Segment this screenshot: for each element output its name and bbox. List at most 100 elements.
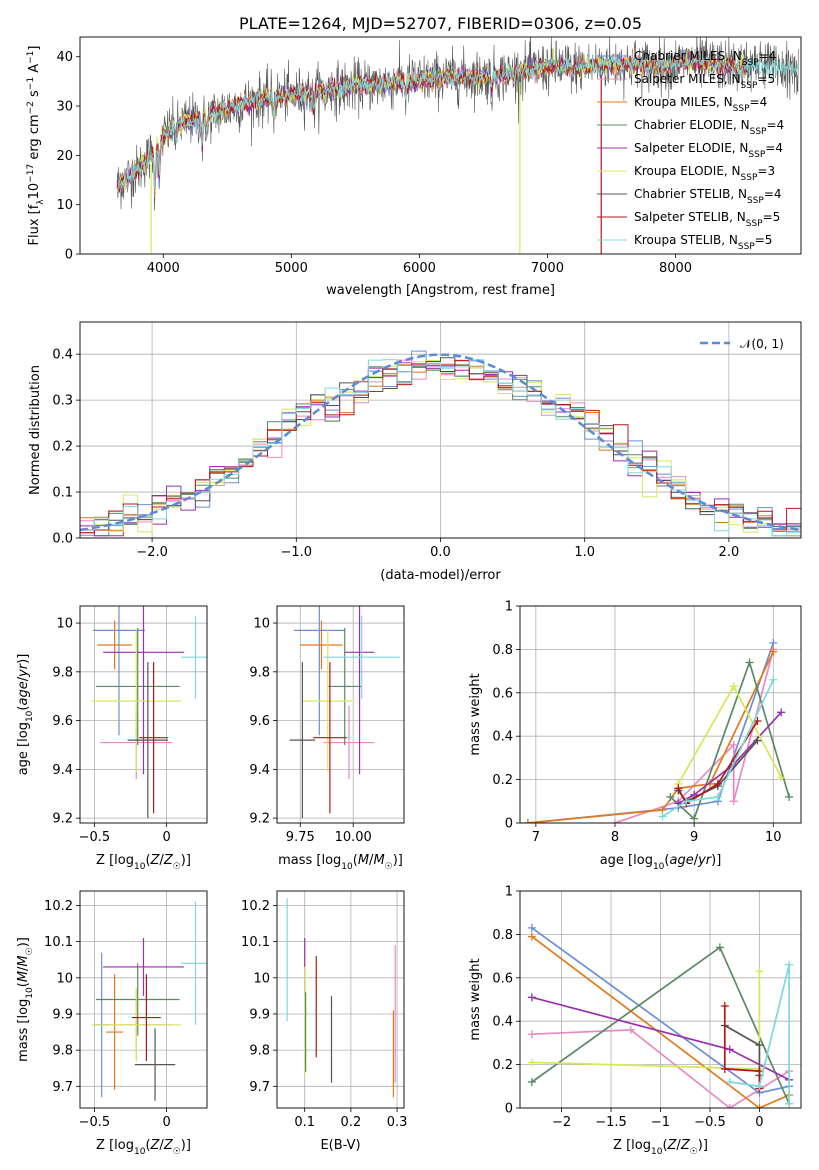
text-part: SSP [748,150,765,160]
point-marker [725,1104,734,1108]
axes-frame [519,890,802,1109]
y-tick-label: 30 [56,100,73,115]
text-part: ] [27,46,42,51]
text-part: ( [145,853,150,868]
series-line [527,642,775,823]
text-part: age [log [600,853,653,868]
point-marker [725,1077,734,1086]
text-part: s [27,90,42,101]
series-line [662,679,775,818]
spectrum-panel: 4000 5000 6000 7000 8000 0 10 20 30 40 PLATE=1264,… [26,14,802,298]
text-part: ( [664,853,669,868]
text-part: Salpeter STELIB, N [634,210,746,224]
text-part: Kroupa ELODIE, N [634,164,741,178]
text-part: ( [16,982,31,987]
x-tick-label: 8 [611,830,619,845]
y-tick-label: 0.4 [492,730,513,745]
text-part: 10 [651,1147,663,1157]
text-part: / [16,966,31,971]
y-tick-label: 1 [505,885,513,900]
weights_vs_Z-panel: −2 −1.5 −1 −0.5 000.20.40.60.81Z [log10(Z/Z☉… [468,885,802,1157]
text-part: ( [353,853,358,868]
series-line [117,52,799,193]
text-part: A [27,64,42,77]
y-tick-label: 10 [253,617,270,632]
point-marker [755,967,764,976]
text-part: Z [680,1138,691,1153]
y-tick-label: 9.8 [52,665,73,680]
text-part: =4 [766,118,784,132]
text-part: 10 [25,987,35,999]
text-part: SSP [741,81,758,91]
x-tick-label: 10.00 [335,830,372,845]
x-axis-label: mass [log10(M/M☉)] [278,853,403,872]
point-marker [610,819,619,823]
series-line [669,659,790,821]
x-tick-label: 4000 [147,261,180,276]
y-tick-label: 0.2 [492,773,513,788]
text-part: Chabrier MILES, N [634,49,742,63]
y-axis-label: age [log10(age/yr)] [16,654,35,776]
axes-frame [519,605,802,824]
x-tick-label: 7000 [531,261,564,276]
x-tick-label: 9.75 [286,830,315,845]
y-axis-label: mass weight [468,958,483,1040]
series-line [723,1006,761,1089]
text-part: E(B-V) [320,1138,360,1153]
y-tick-label: 9.8 [52,1044,73,1059]
axes-frame [79,321,802,539]
legend-label: Kroupa ELODIE, NSSP=3 [634,164,775,183]
point-marker [715,943,724,952]
text-part: Z [150,1138,161,1153]
y-tick-label: 9.9 [249,1007,270,1022]
mass_vs_ebv-panel: 0.1 0.2 0.3 9.7 9.8 9.9 10 10.1 10.2 E(B-V) [241,890,408,1153]
point-marker [527,1030,536,1039]
normal-curve [80,353,801,532]
y-tick-label: 9.2 [52,812,73,827]
text-part: M [16,971,31,982]
text-part: )] [711,853,721,868]
point-marker [755,1041,764,1050]
text-part: ( [145,1138,150,1153]
text-part: age [log [16,722,31,775]
y-tick-label: 9.2 [249,812,270,827]
text-part: Kroupa STELIB, N [634,233,738,247]
text-part: ☉ [173,862,181,872]
x-tick-label: −2 [552,1115,571,1130]
x-tick-label: 9 [690,830,698,845]
text-part: −1 [26,77,36,90]
histogram-step [80,359,801,537]
text-part: 10 [341,862,353,872]
point-marker [527,1058,536,1067]
x-axis-label: wavelength [Angstrom, rest frame] [326,283,555,298]
y-tick-label: 0 [505,1102,513,1117]
point-marker [713,779,722,788]
axes-frame [276,605,405,824]
text-part: =5 [757,72,775,86]
legend-label: Chabrier STELIB, NSSP=4 [634,187,782,206]
text-part: =5 [755,233,773,247]
axes-frame [79,890,208,1109]
y-axis-label: mass weight [468,673,483,755]
text-part: Z [log [613,1138,651,1153]
legend-label: Salpeter ELODIE, NSSP=4 [634,141,783,160]
text-part: Z [150,853,161,868]
text-part: 10 [134,862,146,872]
weight-lines [523,638,794,823]
spectrum-lines [116,37,799,254]
x-tick-label: 0 [755,1115,763,1130]
x-tick-label: 0.3 [387,1115,408,1130]
x-tick-label: 7 [532,830,540,845]
y-tick-label: 10.1 [241,935,270,950]
y-tick-label: 9.4 [249,763,270,778]
point-marker [785,960,794,969]
text-part: ☉ [173,1147,181,1157]
x-tick-label: −0.5 [79,1115,111,1130]
point-marker [527,932,536,941]
x-tick-label: −1.0 [281,545,313,560]
text-part: erg cm [27,114,42,163]
y-tick-label: 0.2 [52,440,73,455]
axes-frame [79,605,208,824]
